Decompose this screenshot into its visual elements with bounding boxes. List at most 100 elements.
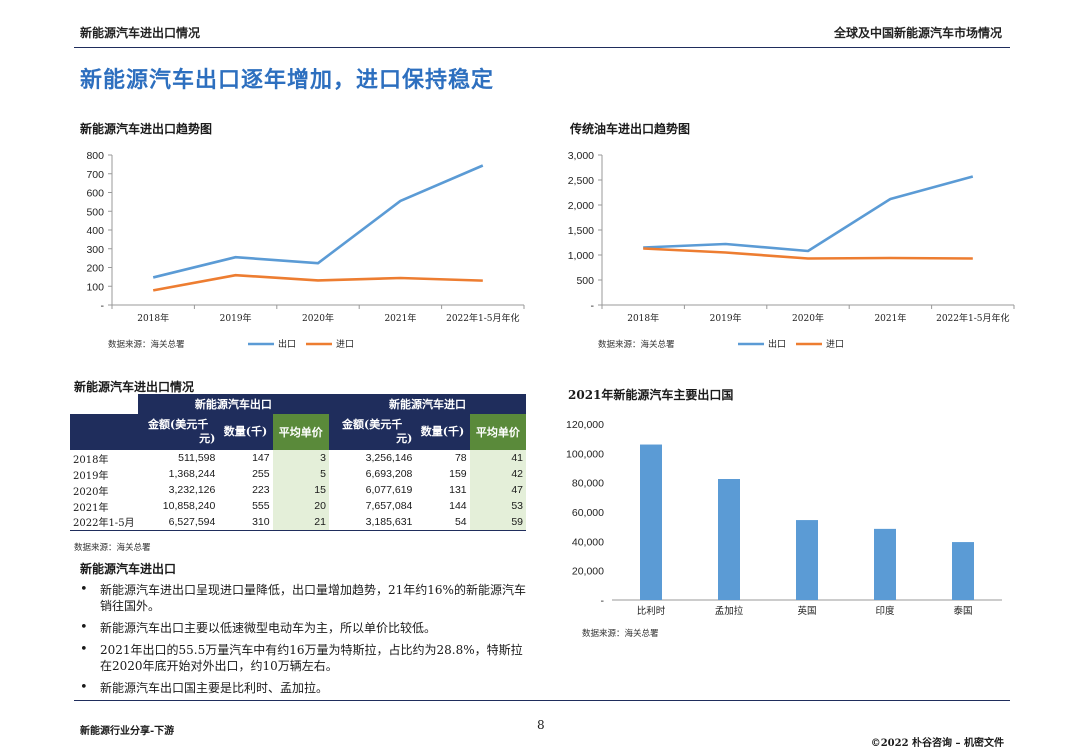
table-cell: 59 xyxy=(469,514,526,530)
bar xyxy=(640,444,662,600)
x-tick-label: 英国 xyxy=(797,605,816,617)
table-cell: 6,077,619 xyxy=(365,484,413,496)
table-cell: 3,185,631 xyxy=(365,515,413,528)
x-tick-label: 比利时 xyxy=(637,605,666,617)
y-tick-label: 100,000 xyxy=(566,448,604,460)
ice-trend-chart-title: 传统油车进出口趋势图 xyxy=(570,122,691,136)
table-title: 新能源汽车进出口情况 xyxy=(74,380,195,394)
legend-label-export: 出口 xyxy=(768,338,786,350)
table-cell: 255 xyxy=(252,468,270,480)
y-tick-label: 800 xyxy=(86,150,104,162)
export-avg-header: 平均单价 xyxy=(272,414,329,450)
bullet-item: 新能源汽车出口国主要是比利时、孟加拉。 xyxy=(80,680,530,696)
export-group-header: 新能源汽车出口 xyxy=(137,394,329,414)
x-tick-label: 2020年 xyxy=(302,312,334,324)
y-tick-label: - xyxy=(591,300,595,312)
y-tick-label: 300 xyxy=(86,244,104,256)
ice-trend-line-chart: - 500 1,000 1,500 2,000 2,500 3,000 2018年 2019年 2… xyxy=(568,150,1015,350)
bullet-item: 新能源汽车进出口呈现进口量降低，出口量增加趋势，21年约16%的新能源汽车销往国… xyxy=(80,582,530,614)
table-cell: 6,527,594 xyxy=(168,515,216,528)
x-tick-label: 2019年 xyxy=(710,312,742,324)
export-qty-header: 数量(千) xyxy=(218,414,273,450)
table-corner-sub xyxy=(70,414,138,450)
series-line-export xyxy=(152,164,484,279)
chart-source: 数据来源：海关总署 xyxy=(582,628,659,639)
export-dest-chart-title: 2021年新能源汽车主要出口国 xyxy=(568,388,734,402)
y-tick-label: 3,000 xyxy=(568,150,594,162)
series-line-export xyxy=(643,175,974,253)
y-tick-label: 80,000 xyxy=(572,478,604,490)
y-tick-label: 20,000 xyxy=(572,566,604,578)
x-tick-label: 印度 xyxy=(875,605,895,617)
row-label: 2020年 xyxy=(73,486,109,498)
bullet-item: 2021年出口的55.5万量汽车中有约16万量为特斯拉，占比约为28.8%，特斯… xyxy=(80,642,530,674)
y-tick-label: 200 xyxy=(86,263,104,275)
table-cell: 1,368,244 xyxy=(168,468,216,480)
row-label: 2018年 xyxy=(73,454,109,466)
table-cell: 78 xyxy=(454,452,467,464)
table-cell: 20 xyxy=(272,498,329,514)
export-dest-bar-chart: - 20,000 40,000 60,000 80,000 100,000 120,000 比… xyxy=(566,419,1002,639)
table-cell: 10,858,240 xyxy=(162,500,216,512)
table-cell: 223 xyxy=(252,484,270,496)
table-cell: 147 xyxy=(252,452,270,464)
table-cell: 3,232,126 xyxy=(168,484,216,496)
header-divider xyxy=(74,47,1010,48)
footer-divider xyxy=(74,700,1010,701)
table-row: 2018年 511,598 147 3 3,256,146 78 41 xyxy=(70,450,526,466)
footer-copyright: ©2022 朴谷咨询 – 机密文件 xyxy=(870,738,1004,748)
page-number: 8 xyxy=(537,718,545,732)
y-tick-label: 40,000 xyxy=(572,536,604,548)
table-cell: 6,693,208 xyxy=(365,468,413,480)
x-tick-label: 2021年 xyxy=(874,312,906,324)
table-source: 数据来源：海关总署 xyxy=(74,543,151,553)
import-amount-header: 金额(美元千 元) xyxy=(328,414,416,450)
x-tick-label: 泰国 xyxy=(953,605,972,617)
chart-source: 数据来源：海关总署 xyxy=(598,339,675,350)
y-tick-label: 60,000 xyxy=(572,507,604,519)
import-avg-header: 平均单价 xyxy=(469,414,526,450)
x-tick-label: 2021年 xyxy=(384,312,416,324)
x-tick-label: 2019年 xyxy=(220,312,252,324)
table-cell: 159 xyxy=(449,468,467,480)
y-tick-label: 500 xyxy=(576,275,594,287)
y-tick-label: 100 xyxy=(86,281,104,293)
legend-label-import: 进口 xyxy=(336,339,354,350)
x-tick-label: 孟加拉 xyxy=(715,605,744,617)
table-cell: 53 xyxy=(469,498,526,514)
y-tick-label: 1,000 xyxy=(568,250,594,262)
bar xyxy=(874,528,896,600)
chart-source: 数据来源：海关总署 xyxy=(108,339,185,350)
table-row: 2022年1-5月 6,527,594 310 21 3,185,631 54 59 xyxy=(70,514,526,530)
export-bullet-list: 新能源汽车进出口呈现进口量降低，出口量增加趋势，21年约16%的新能源汽车销往国… xyxy=(80,582,530,702)
row-label: 2021年 xyxy=(73,502,109,514)
legend-label-export: 出口 xyxy=(278,338,296,350)
nev-trade-table: 新能源汽车出口 新能源汽车进口 金额(美元千 元) 数量(千) 平均单价 金额(美… xyxy=(70,394,526,531)
y-tick-label: 120,000 xyxy=(566,419,604,431)
y-tick-label: - xyxy=(101,300,105,312)
legend-label-import: 进口 xyxy=(826,339,844,350)
footer-deck-name: 新能源行业分享-下游 xyxy=(80,726,175,737)
y-tick-label: - xyxy=(601,595,605,607)
table-row: 2021年 10,858,240 555 20 7,657,084 144 53 xyxy=(70,498,526,514)
header-section-name: 新能源汽车进出口情况 xyxy=(80,26,201,40)
table-cell: 5 xyxy=(272,466,329,482)
series-line-import xyxy=(152,273,483,292)
page-title: 新能源汽车出口逐年增加，进口保持稳定 xyxy=(80,67,495,93)
table-cell: 47 xyxy=(469,482,526,498)
x-tick-label: 2022年1-5月年化 xyxy=(936,312,1009,324)
y-tick-label: 600 xyxy=(86,188,104,200)
export-section-title: 新能源汽车进出口 xyxy=(80,562,177,576)
y-tick-label: 500 xyxy=(86,206,104,218)
export-amount-header: 金额(美元千 元) xyxy=(137,414,219,450)
table-cell: 555 xyxy=(252,500,270,512)
table-cell: 7,657,084 xyxy=(365,500,413,512)
y-tick-label: 700 xyxy=(86,169,104,181)
import-qty-header: 数量(千) xyxy=(415,414,470,450)
table-cell: 3 xyxy=(272,450,329,466)
table-cell: 511,598 xyxy=(178,452,216,464)
table-cell: 42 xyxy=(469,466,526,482)
y-tick-label: 400 xyxy=(86,225,104,237)
table-cell: 144 xyxy=(449,500,467,512)
y-tick-label: 1,500 xyxy=(568,225,594,237)
